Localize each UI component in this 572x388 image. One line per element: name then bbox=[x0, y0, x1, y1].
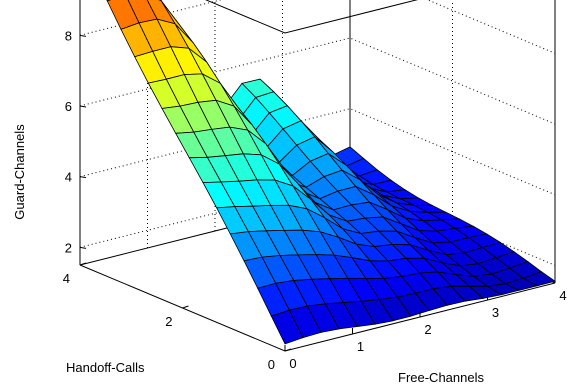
y-axis-label: Handoff-Calls bbox=[66, 360, 145, 375]
y-tick-mark bbox=[79, 262, 87, 266]
grid-line-z-1 bbox=[79, 108, 556, 196]
surface-patch bbox=[270, 309, 304, 345]
x-axis-label: Free-Channels bbox=[398, 370, 484, 385]
y-tick-label: 2 bbox=[165, 314, 172, 329]
z-tick-label: 2 bbox=[65, 240, 72, 255]
z-axis-label: Guard-Channels bbox=[12, 124, 27, 220]
x-tick-label: 3 bbox=[492, 305, 499, 320]
z-tick-label: 6 bbox=[65, 99, 72, 114]
z-tick-label: 8 bbox=[65, 28, 72, 43]
z-tick-mark bbox=[79, 176, 87, 179]
x-tick-label: 0 bbox=[289, 356, 296, 371]
x-tick-label: 1 bbox=[357, 339, 364, 354]
y-tick-mark bbox=[182, 305, 189, 309]
y-tick-mark bbox=[284, 348, 292, 352]
y-tick-label: 0 bbox=[268, 357, 275, 372]
z-tick-mark bbox=[79, 34, 87, 37]
y-tick-label: 4 bbox=[63, 271, 70, 286]
x-tick-label: 2 bbox=[424, 322, 431, 337]
z-tick-mark bbox=[79, 246, 87, 249]
tick-labels: 24681001234024 bbox=[63, 28, 567, 372]
top-frame bbox=[205, 0, 419, 34]
surface-mesh bbox=[106, 0, 556, 345]
grid-line-z-0 bbox=[79, 178, 556, 266]
z-tick-label: 4 bbox=[65, 170, 72, 185]
x-tick-label: 4 bbox=[559, 288, 566, 303]
z-tick-mark bbox=[79, 105, 87, 108]
